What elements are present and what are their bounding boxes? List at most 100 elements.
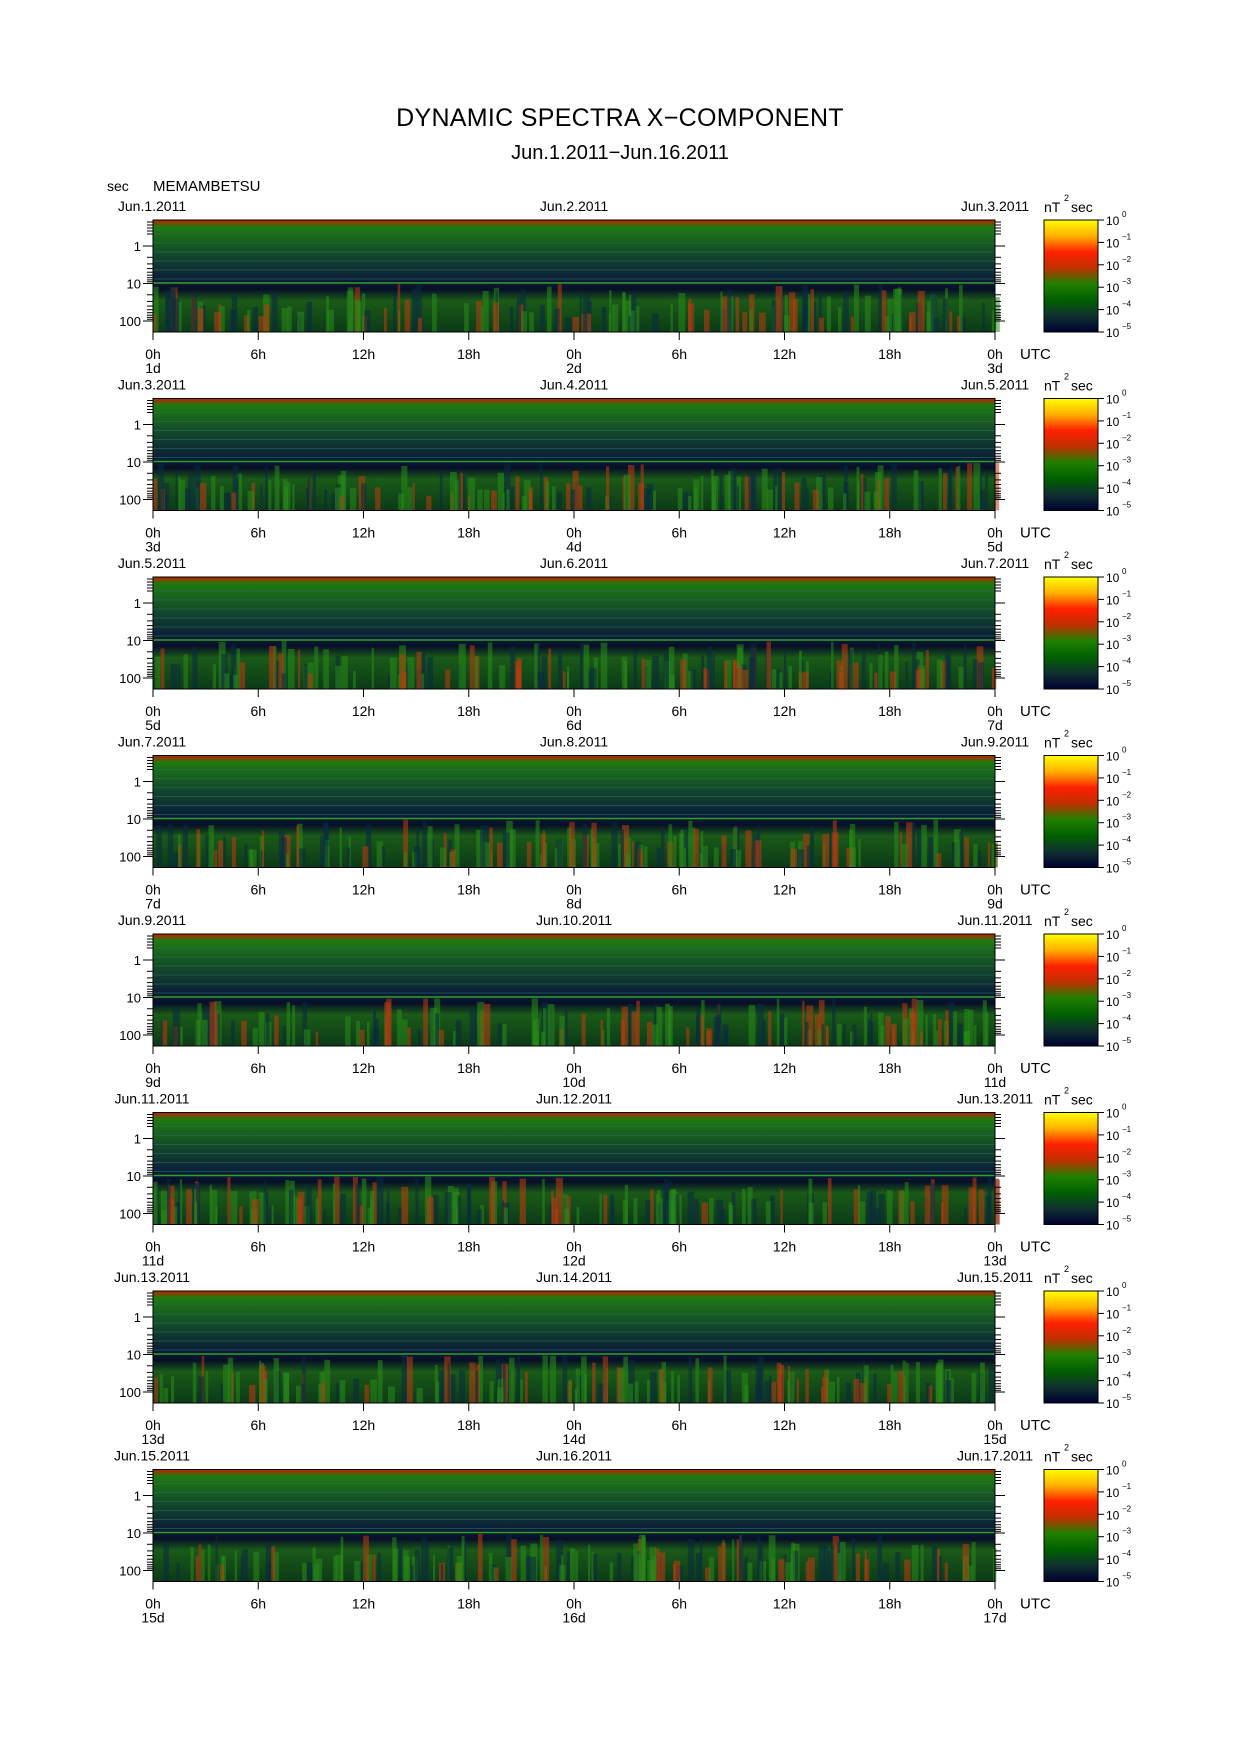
x-tick-label: 18h xyxy=(457,1417,480,1433)
x-tick-label: 0h xyxy=(145,882,161,898)
y-tick-label: 1 xyxy=(134,1489,141,1504)
x-tick-label: 18h xyxy=(878,703,901,719)
colorbar-tick-label: 10 xyxy=(1106,236,1120,250)
colorbar-tick-exponent: −5 xyxy=(1122,1215,1132,1224)
spectrogram-texture xyxy=(153,412,1000,511)
day-label: 5d xyxy=(987,539,1003,555)
colorbar-tick-label: 10 xyxy=(1106,1018,1120,1032)
x-axis: 0h 6h 12h 18h 0h 6h 12h 18h 0h UTC 1d 2d 3d xyxy=(145,332,1051,376)
y-tick-label: 10 xyxy=(127,812,141,827)
colorbar-tick-exponent: 0 xyxy=(1122,746,1127,755)
colorbar-tick-exponent: −3 xyxy=(1122,1348,1132,1357)
y-tick-label: 1 xyxy=(134,596,141,611)
x-axis: 0h 6h 12h 18h 0h 6h 12h 18h 0h UTC 3d 4d 5d xyxy=(145,510,1051,555)
day-label: 7d xyxy=(145,896,161,912)
colorbar-tick-exponent: −4 xyxy=(1122,300,1132,309)
x-tick-label: 12h xyxy=(773,1060,796,1076)
day-label: 9d xyxy=(987,896,1003,912)
colorbar-label-sup: 2 xyxy=(1064,907,1069,917)
x-axis: 0h 6h 12h 18h 0h 6h 12h 18h 0h UTC 7d 8d 9d xyxy=(145,867,1051,912)
y-tick-label: 10 xyxy=(127,634,141,649)
colorbar-scale xyxy=(1043,755,1099,868)
x-tick-label: 0h xyxy=(145,525,161,541)
x-tick-label: 0h xyxy=(145,1417,161,1433)
x-unit-label: UTC xyxy=(1020,703,1051,720)
colorbar-tick-exponent: −3 xyxy=(1122,1170,1132,1179)
x-axis: 0h 6h 12h 18h 0h 6h 12h 18h 0h UTC 5d 6d 7d xyxy=(145,689,1051,733)
x-tick-label: 0h xyxy=(987,1239,1003,1255)
colorbar-tick-label: 10 xyxy=(1106,304,1120,318)
colorbar-tick-label: 10 xyxy=(1106,1040,1120,1054)
colorbar-tick-exponent: −2 xyxy=(1122,1147,1132,1156)
x-tick-label: 0h xyxy=(566,882,582,898)
y-tick-label: 10 xyxy=(127,277,141,292)
panel-left-date: Jun.5.2011 xyxy=(118,555,186,571)
spectrogram-texture xyxy=(153,590,997,689)
y-tick-label: 100 xyxy=(119,1028,141,1043)
panel-mid-date: Jun.8.2011 xyxy=(540,734,608,750)
x-tick-label: 18h xyxy=(457,346,480,362)
colorbar-tick-exponent: −4 xyxy=(1122,835,1132,844)
colorbar-label: nT xyxy=(1044,378,1061,394)
colorbar-label-sup: 2 xyxy=(1064,372,1069,382)
colorbar-tick-exponent: 0 xyxy=(1122,210,1127,219)
colorbar-scale xyxy=(1043,219,1099,333)
colorbar-tick-exponent: −4 xyxy=(1122,1371,1132,1380)
y-axis: 1 10 100 xyxy=(119,221,1005,329)
day-label: 11d xyxy=(984,1074,1006,1090)
x-tick-label: 12h xyxy=(773,1239,796,1255)
y-axis: 1 10 100 xyxy=(119,1114,1005,1222)
x-tick-label: 0h xyxy=(145,1596,161,1612)
x-tick-label: 18h xyxy=(878,525,901,541)
x-tick-label: 0h xyxy=(987,1060,1003,1076)
panel-right-date: Jun.7.2011 xyxy=(961,555,1029,571)
spectrogram-texture xyxy=(153,233,1000,332)
colorbar-tick-label: 10 xyxy=(1106,1531,1120,1545)
colorbar-tick-exponent: −1 xyxy=(1122,589,1132,598)
day-label: 17d xyxy=(983,1610,1006,1626)
x-tick-label: 6h xyxy=(250,346,266,362)
x-tick-label: 18h xyxy=(457,703,480,719)
colorbar-tick-label: 10 xyxy=(1106,1285,1120,1299)
colorbar-label-suffix: sec xyxy=(1071,1092,1093,1108)
y-tick-label: 100 xyxy=(119,850,141,865)
colorbar-tick-label: 10 xyxy=(1106,214,1120,228)
y-axis: 1 10 100 xyxy=(119,400,1005,508)
colorbar-tick-exponent: −5 xyxy=(1122,501,1132,510)
colorbar-tick-exponent: −4 xyxy=(1122,478,1132,487)
panel-right-date: Jun.13.2011 xyxy=(957,1091,1033,1107)
x-tick-label: 18h xyxy=(878,346,901,362)
y-tick-label: 100 xyxy=(119,1564,141,1579)
y-tick-label: 100 xyxy=(119,671,141,686)
colorbar-tick-label: 10 xyxy=(1106,326,1120,340)
colorbar-scale xyxy=(1043,1112,1099,1225)
x-tick-label: 18h xyxy=(457,1239,480,1255)
colorbar-tick-exponent: −1 xyxy=(1122,946,1132,955)
colorbar-scale xyxy=(1043,398,1099,511)
x-axis: 0h 6h 12h 18h 0h 6h 12h 18h 0h UTC 13d 14d 15d xyxy=(141,1403,1051,1447)
day-label: 2d xyxy=(566,360,582,376)
colorbar-tick-exponent: −3 xyxy=(1122,813,1132,822)
y-axis: 1 10 100 xyxy=(119,1292,1005,1400)
x-tick-label: 12h xyxy=(352,882,375,898)
y-tick-label: 1 xyxy=(134,1310,141,1325)
colorbar-tick-exponent: 0 xyxy=(1122,389,1127,398)
x-tick-label: 18h xyxy=(457,525,480,541)
x-tick-label: 0h xyxy=(145,1239,161,1255)
x-tick-label: 12h xyxy=(773,882,796,898)
colorbar-tick-label: 10 xyxy=(1106,616,1120,630)
x-tick-label: 0h xyxy=(145,346,161,362)
colorbar-tick-label: 10 xyxy=(1106,437,1120,451)
panel-left-date: Jun.9.2011 xyxy=(118,912,186,928)
colorbar-tick-label: 10 xyxy=(1106,817,1120,831)
x-tick-label: 18h xyxy=(878,1239,901,1255)
colorbar-tick-exponent: −1 xyxy=(1122,768,1132,777)
colorbar-tick-exponent: 0 xyxy=(1122,1103,1127,1112)
x-tick-label: 0h xyxy=(987,1417,1003,1433)
day-label: 3d xyxy=(145,539,161,555)
panel-mid-date: Jun.4.2011 xyxy=(540,377,608,393)
